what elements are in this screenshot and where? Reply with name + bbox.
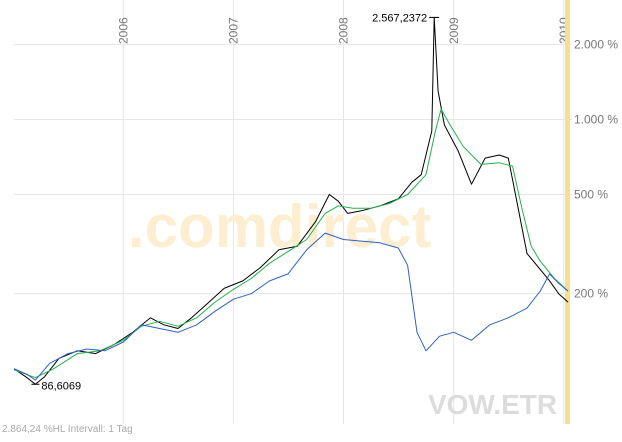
watermark-text: .comdirect [128, 193, 431, 260]
y-tick-label: 1.000 % [574, 112, 618, 126]
x-tick-label: 2007 [226, 17, 240, 44]
max-label: 2.567,2372 [372, 12, 427, 24]
y-tick-label: 2.000 % [574, 37, 618, 51]
x-tick-label: 2008 [336, 17, 350, 44]
y-tick-label: 200 % [574, 287, 608, 301]
chart-footer: 2.864,24 %HL Intervall: 1 Tag [2, 424, 133, 435]
x-tick-label: 2009 [447, 17, 461, 44]
series-line-3 [13, 232, 569, 381]
grid: 2.000 % 1.000 % 500 % 200 % 2006 2007 2008 2009… [14, 0, 618, 424]
series [13, 16, 569, 385]
ticker-label: VOW.ETR [428, 389, 557, 420]
x-tick-label: 2006 [116, 17, 130, 44]
ticker-layer: VOW.ETR [428, 389, 557, 420]
min-label: 86,6069 [41, 380, 81, 392]
watermark: .comdirect [128, 193, 431, 260]
current-period-highlight [565, 0, 570, 424]
annotations: 2.567,2372 86,6069 [31, 12, 440, 392]
y-tick-label: 500 % [574, 187, 608, 201]
